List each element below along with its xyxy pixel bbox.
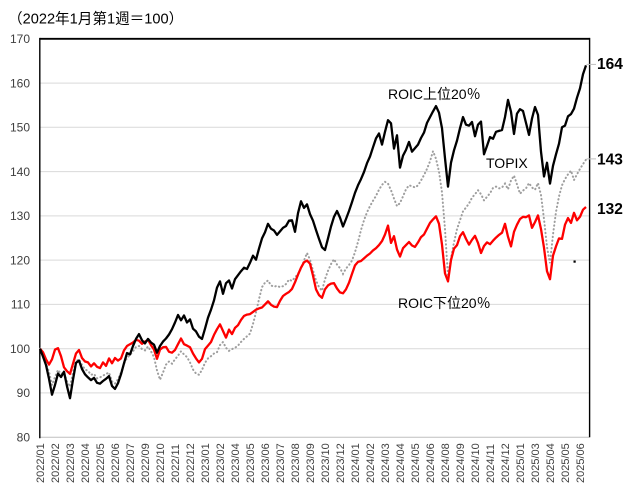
svg-text:2024/02: 2024/02 [365,443,377,483]
svg-text:90: 90 [17,386,31,400]
svg-text:2022/07: 2022/07 [125,443,137,483]
svg-text:2025/06: 2025/06 [575,443,587,483]
svg-text:2023/06: 2023/06 [260,443,272,483]
svg-text:2025/05: 2025/05 [560,443,572,483]
svg-text:140: 140 [10,165,30,179]
svg-text:2023/01: 2023/01 [200,443,212,483]
svg-text:143: 143 [597,152,623,169]
svg-text:ROIC下位20％: ROIC下位20％ [398,295,491,311]
svg-text:164: 164 [597,56,623,73]
svg-text:ROIC上位20％: ROIC上位20％ [388,86,481,102]
svg-text:（2022年1月第1週＝100）: （2022年1月第1週＝100） [8,9,183,27]
svg-text:2024/04: 2024/04 [395,443,407,483]
svg-text:2024/10: 2024/10 [470,443,482,483]
svg-text:100: 100 [10,342,30,356]
svg-text:2022/02: 2022/02 [50,443,62,483]
svg-text:2023/07: 2023/07 [275,443,287,483]
svg-text:160: 160 [10,76,30,90]
svg-text:2023/12: 2023/12 [335,443,347,483]
svg-text:2022/05: 2022/05 [95,443,107,483]
svg-text:2022/04: 2022/04 [80,443,92,483]
svg-text:TOPIX: TOPIX [486,155,528,171]
svg-text:2022/12: 2022/12 [185,443,197,483]
svg-text:2024/08: 2024/08 [440,443,452,483]
svg-text:2023/05: 2023/05 [245,443,257,483]
svg-text:2022/03: 2022/03 [65,443,77,483]
svg-text:2022/01: 2022/01 [35,443,47,483]
svg-text:2025/04: 2025/04 [545,443,557,483]
svg-text:80: 80 [17,431,31,445]
svg-text:2023/09: 2023/09 [305,443,317,483]
svg-text:170: 170 [10,32,30,46]
svg-text:2023/08: 2023/08 [290,443,302,483]
svg-text:2025/01: 2025/01 [515,443,527,483]
svg-text:120: 120 [10,253,30,267]
svg-text:2022/06: 2022/06 [110,443,122,483]
svg-text:2023/04: 2023/04 [230,443,242,483]
svg-text:2024/12: 2024/12 [500,443,512,483]
svg-text:2024/05: 2024/05 [410,443,422,483]
svg-text:110: 110 [11,298,30,312]
svg-text:130: 130 [10,209,30,223]
svg-text:2022/09: 2022/09 [140,443,152,483]
svg-text:2024/09: 2024/09 [455,443,467,483]
svg-text:132: 132 [597,201,623,218]
svg-text:2024/03: 2024/03 [380,443,392,483]
svg-text:2022/11: 2022/11 [170,444,182,483]
svg-text:2023/02: 2023/02 [215,443,227,483]
svg-text:2024/01: 2024/01 [350,443,362,483]
svg-text:2022/10: 2022/10 [155,443,167,483]
svg-text:2024/06: 2024/06 [425,443,437,483]
svg-text:2025/03: 2025/03 [530,443,542,483]
svg-text:2023/10: 2023/10 [320,443,332,483]
svg-text:2024/11: 2024/11 [485,444,497,483]
svg-text:150: 150 [10,121,30,135]
